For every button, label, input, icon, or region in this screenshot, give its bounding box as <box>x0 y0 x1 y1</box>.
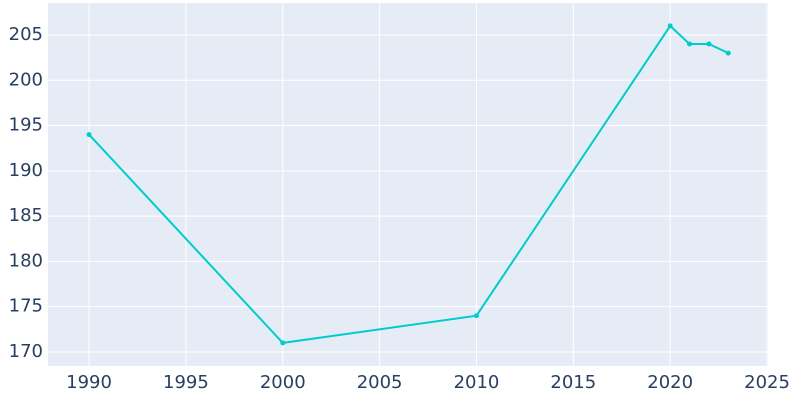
y-tick-label: 190 <box>9 160 43 181</box>
x-tick-label: 2015 <box>550 372 596 393</box>
x-tick-label: 2005 <box>357 372 403 393</box>
x-tick-label: 2025 <box>744 372 790 393</box>
plot-area <box>48 3 768 366</box>
marker <box>725 50 731 56</box>
y-tick-label: 185 <box>9 205 43 226</box>
x-tick-label: 2020 <box>647 372 693 393</box>
marker <box>280 340 286 346</box>
x-tick-label: 1990 <box>66 372 112 393</box>
y-tick-label: 195 <box>9 115 43 136</box>
marker <box>667 23 673 29</box>
y-tick-label: 200 <box>9 69 43 90</box>
y-tick-label: 170 <box>9 341 43 362</box>
marker <box>473 313 479 319</box>
x-tick-label: 2010 <box>454 372 500 393</box>
y-tick-label: 205 <box>9 24 43 45</box>
marker <box>86 132 92 138</box>
x-tick-label: 1995 <box>163 372 209 393</box>
marker <box>706 41 712 47</box>
y-tick-label: 175 <box>9 296 43 317</box>
y-tick-label: 180 <box>9 250 43 271</box>
x-tick-label: 2000 <box>260 372 306 393</box>
marker <box>687 41 693 47</box>
